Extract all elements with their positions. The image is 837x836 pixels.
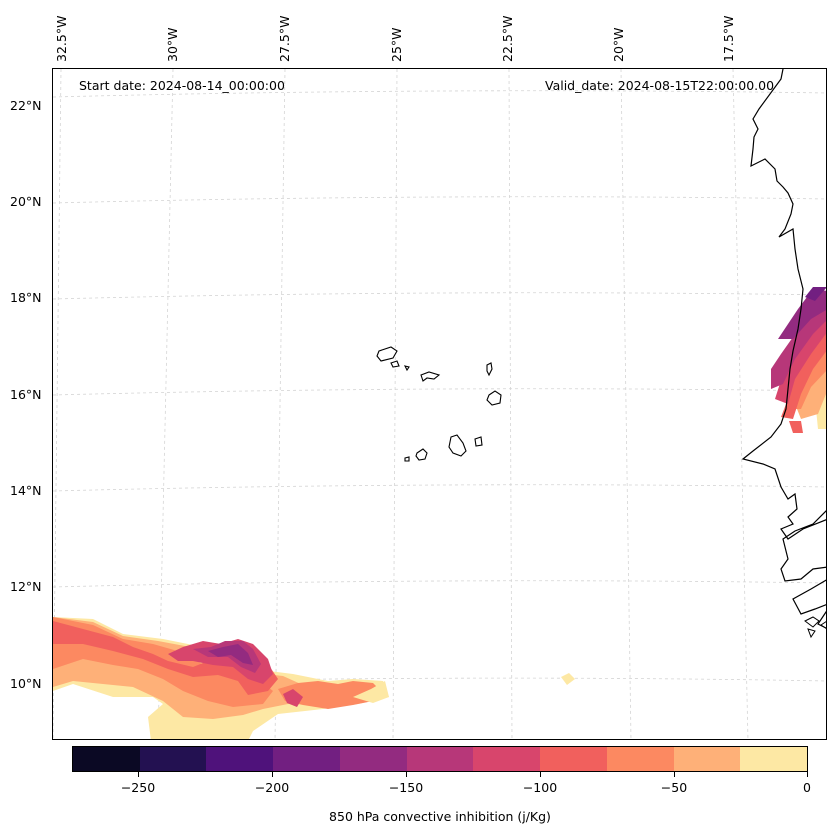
cin-east-lower — [789, 421, 803, 433]
cin-contour-small-east — [561, 673, 575, 685]
colorbar-tick-label: −250 — [120, 780, 156, 795]
lat-label: 12°N — [10, 579, 42, 594]
colorbar-tick-label: −150 — [388, 780, 424, 795]
colorbar-segment — [139, 747, 207, 771]
colorbar-segment — [673, 747, 741, 771]
colorbar-tick — [272, 772, 273, 777]
island-santiago — [448, 434, 467, 457]
valid-date-label: Valid_date: 2024-08-15T22:00:00.00 — [545, 78, 775, 93]
colorbar-tick — [540, 772, 541, 777]
colorbar-tick-label: −100 — [522, 780, 558, 795]
map-area[interactable] — [52, 68, 827, 740]
island-sao-vicente — [390, 360, 400, 368]
lon-label: 22.5°W — [500, 15, 515, 62]
map-canvas — [53, 69, 826, 739]
colorbar-label: 850 hPa convective inhibition (j/Kg) — [329, 809, 551, 824]
lat-label: 20°N — [10, 194, 42, 209]
colorbar-tick-label: −200 — [254, 780, 290, 795]
cin-contour-150 — [193, 641, 261, 673]
lon-label: 27.5°W — [277, 15, 292, 62]
colorbar-segment — [73, 747, 140, 771]
colorbar-tick — [406, 772, 407, 777]
lon-label: 17.5°W — [721, 15, 736, 62]
cin-contour-175 — [208, 644, 253, 665]
cin-east-150 — [771, 309, 826, 389]
lon-label: 25°W — [389, 27, 404, 62]
lat-label: 16°N — [10, 387, 42, 402]
colorbar — [72, 746, 808, 772]
colorbar-tick — [674, 772, 675, 777]
lon-label: 32.5°W — [54, 15, 69, 62]
cin-contour-east-sw-top — [353, 681, 389, 703]
cin-east-175 — [778, 289, 826, 339]
colorbar-segment — [606, 747, 674, 771]
island-fogo — [415, 448, 428, 461]
cin-east-200 — [805, 287, 826, 301]
island-maio — [474, 436, 483, 447]
lat-label: 10°N — [10, 676, 42, 691]
cin-east-125 — [775, 320, 826, 404]
cin-contour-100 — [53, 621, 278, 695]
colorbar-tick — [138, 772, 139, 777]
island-sao-nicolau — [420, 371, 441, 382]
start-date-label: Start date: 2024-08-14_00:00:00 — [79, 78, 285, 93]
lon-label: 20°W — [611, 27, 626, 62]
colorbar-segment — [339, 747, 407, 771]
island-brava — [404, 456, 410, 462]
colorbar-segment — [273, 747, 340, 771]
colorbar-segment — [473, 747, 541, 771]
cin-field-east — [771, 287, 826, 433]
lon-label: 30°W — [165, 27, 180, 62]
island-boa-vista — [486, 390, 502, 406]
island-santo-antao — [376, 346, 398, 362]
colorbar-segment — [740, 747, 808, 771]
cin-contour-east-sw-inner — [283, 689, 303, 707]
lat-label: 14°N — [10, 483, 42, 498]
bissago-islands — [804, 616, 826, 639]
longitude-gridlines — [53, 69, 749, 739]
west-africa-coastline — [741, 69, 826, 629]
cin-contour-east-sw — [278, 681, 385, 709]
colorbar-segment — [206, 747, 274, 771]
colorbar-segment — [406, 747, 474, 771]
cape-verde-islands — [376, 346, 502, 462]
lat-label: 18°N — [10, 290, 42, 305]
cin-field-southwest — [53, 617, 575, 739]
lat-label: 22°N — [10, 98, 42, 113]
island-sal — [486, 362, 493, 377]
colorbar-tick-label: −50 — [660, 780, 688, 795]
colorbar-segment — [540, 747, 607, 771]
island-santa-luzia — [403, 365, 410, 372]
colorbar-tick-label: 0 — [803, 780, 811, 795]
cin-east-100 — [781, 330, 826, 419]
colorbar-tick — [807, 772, 808, 777]
latitude-gridlines — [53, 90, 826, 685]
